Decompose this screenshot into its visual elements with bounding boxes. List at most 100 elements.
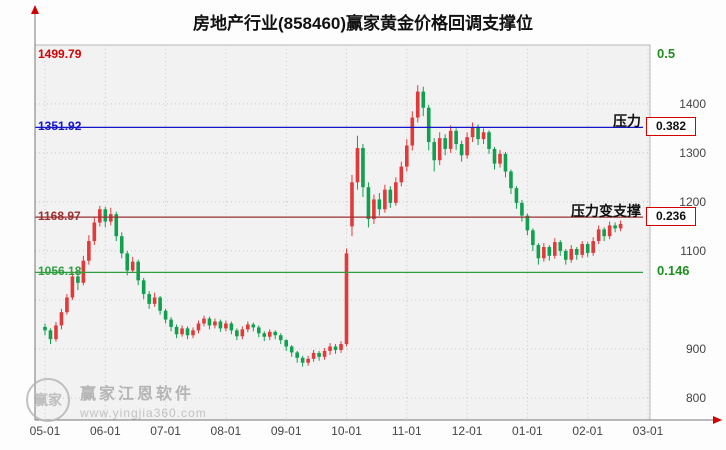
candle-up [569, 248, 574, 260]
candle-down [207, 318, 212, 326]
candle-down [558, 242, 563, 251]
x-axis-arrow-icon [713, 416, 722, 424]
candle-down [443, 138, 447, 149]
candle-up [355, 147, 360, 183]
candle-down [333, 346, 338, 350]
candle-down [185, 328, 190, 336]
candle-down [169, 319, 173, 327]
candle-up [405, 145, 409, 167]
candle-down [163, 310, 168, 320]
candle-down [503, 153, 508, 172]
candle-down [235, 330, 239, 337]
candle-up [394, 182, 398, 203]
candle-up [98, 209, 102, 223]
candle-down [602, 229, 606, 237]
candle-down [547, 246, 552, 256]
candle-down [251, 324, 256, 328]
candle-down [432, 142, 437, 161]
candle-down [366, 187, 371, 220]
candle-down [388, 189, 393, 203]
chart-title: 房地产行业(858460)赢家黄金价格回调支撑位 [192, 14, 534, 33]
candle-up [130, 261, 135, 271]
candle-up [607, 225, 612, 237]
candle-down [300, 357, 305, 363]
candle-down [563, 250, 568, 260]
candle-down [284, 340, 288, 347]
candle-up [54, 325, 58, 340]
candle-down [613, 225, 617, 229]
candle-up [213, 321, 217, 326]
candle-down [76, 276, 80, 283]
candle-down [585, 244, 590, 253]
candle-down [514, 188, 519, 203]
candle-up [448, 130, 453, 149]
candle-up [240, 329, 245, 337]
candle-down [509, 171, 513, 189]
candle-down [114, 214, 119, 237]
candle-up [191, 330, 195, 336]
candle-up [246, 324, 250, 330]
candle-down [218, 321, 223, 329]
candle-down [48, 330, 53, 340]
candle-up [580, 244, 585, 255]
candle-up [322, 350, 327, 357]
candle-up [224, 323, 228, 329]
candle-up [350, 182, 354, 227]
candle-up [437, 138, 442, 161]
candle-up [542, 246, 546, 259]
candle-down [525, 215, 530, 231]
candle-up [339, 344, 343, 350]
candle-up [399, 166, 404, 183]
candle-up [267, 331, 272, 337]
candle-up [596, 229, 601, 242]
candle-down [147, 294, 151, 304]
candle-down [289, 346, 294, 353]
candle-down [454, 130, 458, 145]
candle-down [377, 199, 382, 210]
candle-up [87, 241, 91, 261]
candle-down [574, 248, 579, 255]
candle-down [492, 148, 497, 164]
candle-down [262, 333, 267, 337]
candle-down [295, 352, 299, 358]
candle-down [317, 352, 321, 357]
candle-up [152, 297, 157, 304]
candle-down [125, 253, 130, 271]
candle-up [328, 346, 332, 351]
candle-up [481, 132, 486, 140]
candle-down [103, 209, 108, 222]
candle-up [65, 297, 69, 313]
candle-up [108, 214, 113, 222]
y-axis-arrow-icon [31, 5, 39, 14]
candle-down [119, 236, 124, 254]
candle-up [591, 241, 595, 253]
candle-down [229, 323, 234, 331]
candle-down [421, 91, 426, 108]
candle-up [410, 117, 415, 146]
candle-up [470, 127, 475, 138]
candle-down [273, 331, 278, 336]
candle-down [43, 326, 47, 331]
candle-up [498, 153, 502, 164]
candle-down [361, 147, 365, 188]
candle-down [136, 261, 140, 281]
candle-up [59, 312, 64, 326]
candle-down [459, 144, 464, 156]
candle-up [344, 253, 349, 345]
candle-up [618, 223, 623, 229]
candle-up [202, 318, 206, 324]
candle-down [278, 335, 283, 341]
candle-up [70, 276, 75, 298]
candle-down [174, 326, 179, 335]
candle-up [383, 189, 387, 210]
candle-down [476, 127, 480, 140]
candle-down [158, 297, 162, 311]
candle-up [553, 242, 557, 256]
plot-background [34, 44, 651, 421]
candle-up [196, 323, 201, 331]
candle-up [311, 352, 316, 359]
candle-down [536, 245, 541, 259]
